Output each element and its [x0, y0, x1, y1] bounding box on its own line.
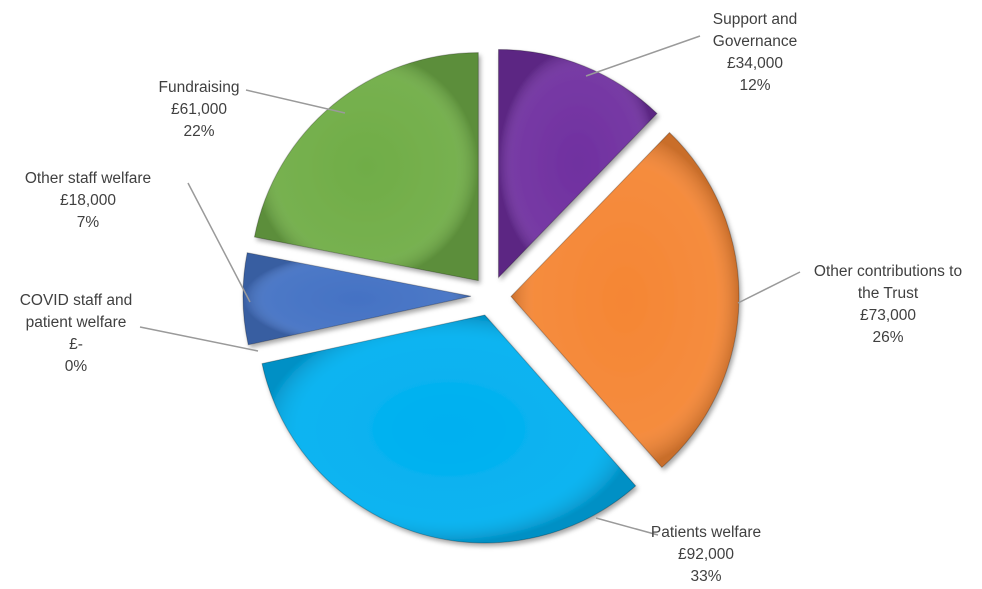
data-label-percent-other-staff-welfare: 7%: [77, 214, 100, 231]
data-label-name-support-and-governance: Governance: [713, 33, 797, 50]
slice-labels: Support and Governance £34,000 12% Other con…: [20, 11, 962, 585]
slice-patients-welfare: [261, 314, 637, 544]
data-label-covid-staff-and-patient-welfare: COVID staff and patient welfare £- 0%: [20, 292, 133, 375]
slice-sheen-patients-welfare: [262, 315, 636, 544]
data-label-name-patients-welfare: Patients welfare: [651, 524, 761, 541]
data-label-value-fundraising: £61,000: [171, 101, 227, 118]
data-label-patients-welfare: Patients welfare £92,000 33%: [651, 524, 761, 585]
data-label-percent-covid-staff-and-patient-welfare: 0%: [65, 358, 88, 375]
slice-sheen-other-contributions-to-the-trust: [510, 132, 739, 468]
data-label-other-staff-welfare: Other staff welfare £18,000 7%: [25, 170, 151, 231]
data-label-name-other-contributions-to-the-trust: Other contributions to: [814, 263, 962, 280]
data-label-value-patients-welfare: £92,000: [678, 546, 734, 563]
leader-line-other-contributions-to-the-trust: [737, 271, 801, 304]
data-label-percent-other-contributions-to-the-trust: 26%: [872, 329, 903, 346]
leader-line-fundraising: [245, 89, 346, 114]
slice-sheen-fundraising: [254, 52, 479, 281]
slice-sheen-other-staff-welfare: [243, 252, 472, 345]
data-label-percent-fundraising: 22%: [183, 123, 214, 140]
slice-sheen-support-and-governance: [498, 49, 657, 278]
leader-line-patients-welfare: [595, 517, 659, 536]
data-label-other-contributions-to-the-trust: Other contributions to the Trust £73,000 26…: [814, 263, 962, 346]
data-label-value-other-contributions-to-the-trust: £73,000: [860, 307, 916, 324]
data-label-percent-patients-welfare: 33%: [690, 568, 721, 585]
data-label-name-covid-staff-and-patient-welfare: patient welfare: [26, 314, 127, 331]
leader-lines: [139, 35, 801, 536]
data-label-support-and-governance: Support and Governance £34,000 12%: [713, 11, 797, 94]
data-label-value-support-and-governance: £34,000: [727, 55, 783, 72]
data-label-value-other-staff-welfare: £18,000: [60, 192, 116, 209]
data-label-name-other-staff-welfare: Other staff welfare: [25, 170, 151, 187]
data-label-percent-support-and-governance: 12%: [739, 77, 770, 94]
leader-line-support-and-governance: [585, 35, 701, 77]
data-label-value-covid-staff-and-patient-welfare: £-: [69, 336, 83, 353]
pie-slices: [242, 48, 740, 544]
leader-line-covid-staff-and-patient-welfare: [139, 326, 259, 352]
slice-fundraising: [253, 52, 479, 282]
slice-other-staff-welfare: [242, 252, 472, 346]
data-label-name-fundraising: Fundraising: [159, 79, 240, 96]
leader-line-other-staff-welfare: [187, 182, 251, 303]
data-label-name-covid-staff-and-patient-welfare: COVID staff and: [20, 292, 133, 309]
data-label-name-support-and-governance: Support and: [713, 11, 797, 28]
slice-support-and-governance: [497, 48, 658, 279]
slice-other-contributions-to-the-trust: [510, 131, 740, 469]
data-label-fundraising: Fundraising £61,000 22%: [159, 79, 240, 140]
data-label-name-other-contributions-to-the-trust: the Trust: [858, 285, 919, 302]
